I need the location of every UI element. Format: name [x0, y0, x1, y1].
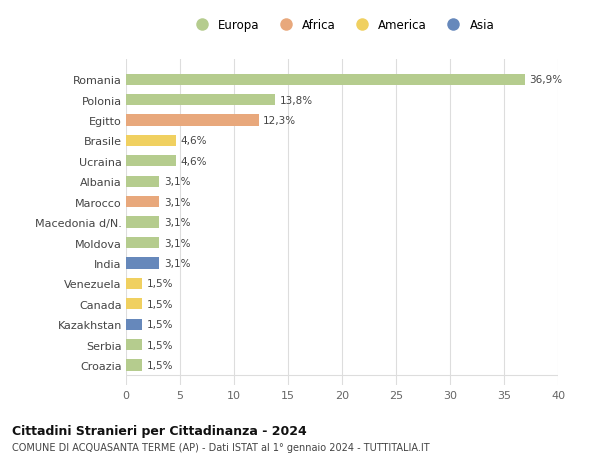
Text: 13,8%: 13,8%: [280, 95, 313, 106]
Bar: [126, 237, 160, 249]
Bar: [126, 278, 142, 289]
Text: 4,6%: 4,6%: [180, 136, 206, 146]
Text: 1,5%: 1,5%: [146, 340, 173, 350]
Bar: [126, 95, 275, 106]
Bar: [126, 156, 176, 167]
Text: 12,3%: 12,3%: [263, 116, 296, 126]
Bar: [126, 135, 176, 147]
Bar: [126, 217, 160, 228]
Bar: [126, 319, 142, 330]
Text: 4,6%: 4,6%: [180, 157, 206, 167]
Legend: Europa, Africa, America, Asia: Europa, Africa, America, Asia: [187, 17, 497, 34]
Bar: [126, 176, 160, 187]
Text: Cittadini Stranieri per Cittadinanza - 2024: Cittadini Stranieri per Cittadinanza - 2…: [12, 424, 307, 437]
Bar: [126, 298, 142, 310]
Text: 1,5%: 1,5%: [146, 319, 173, 330]
Text: 3,1%: 3,1%: [164, 258, 190, 269]
Bar: [126, 339, 142, 350]
Text: 3,1%: 3,1%: [164, 197, 190, 207]
Text: 3,1%: 3,1%: [164, 238, 190, 248]
Text: 1,5%: 1,5%: [146, 299, 173, 309]
Text: 1,5%: 1,5%: [146, 360, 173, 370]
Text: COMUNE DI ACQUASANTA TERME (AP) - Dati ISTAT al 1° gennaio 2024 - TUTTITALIA.IT: COMUNE DI ACQUASANTA TERME (AP) - Dati I…: [12, 442, 430, 452]
Bar: [126, 115, 259, 126]
Text: 36,9%: 36,9%: [529, 75, 562, 85]
Bar: [126, 196, 160, 208]
Text: 3,1%: 3,1%: [164, 177, 190, 187]
Bar: [126, 359, 142, 371]
Bar: [126, 258, 160, 269]
Text: 1,5%: 1,5%: [146, 279, 173, 289]
Bar: [126, 74, 524, 86]
Text: 3,1%: 3,1%: [164, 218, 190, 228]
